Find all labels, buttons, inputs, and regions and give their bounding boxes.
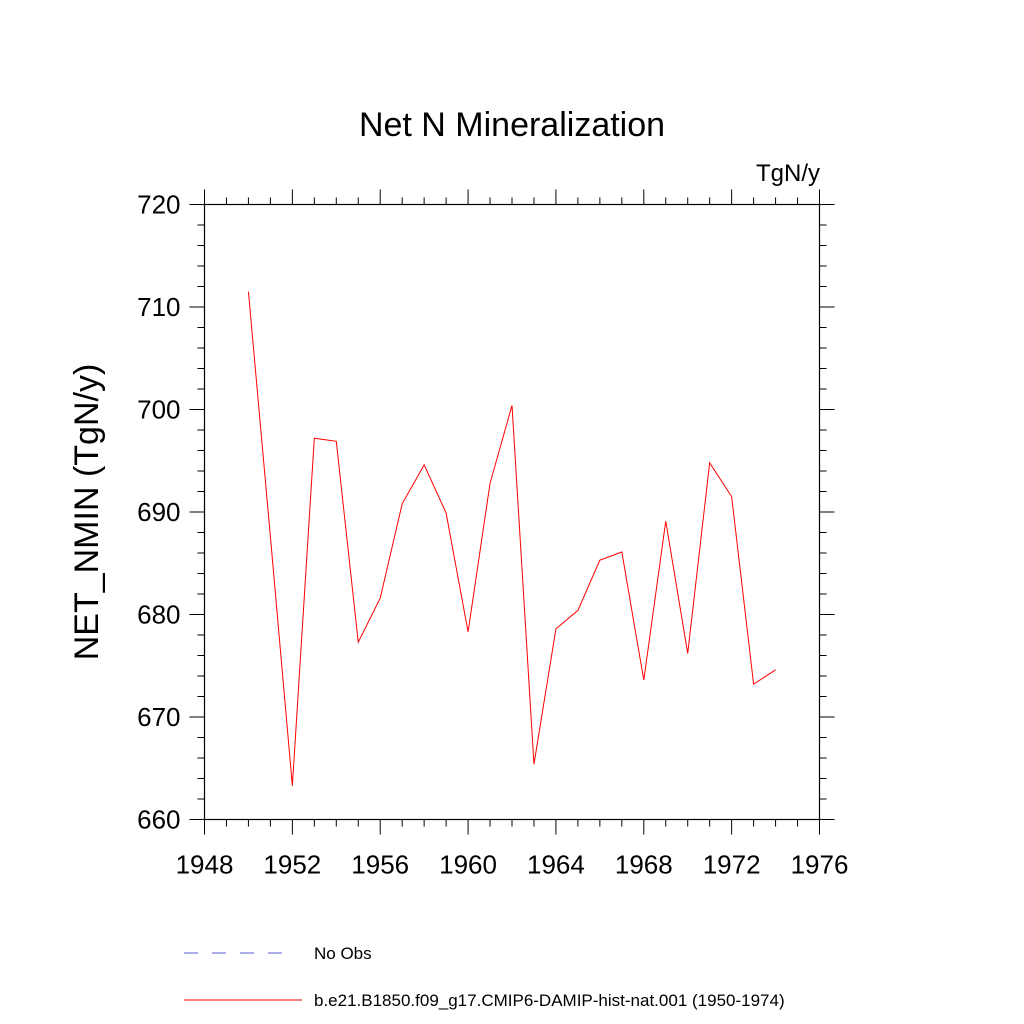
series-line-1 [247,291,776,786]
series-lines [247,291,776,786]
plot-frame [203,203,821,821]
x-tick-label: 1964 [527,850,585,880]
axis-tick-labels: 1948 1952 1956 1960 1964 1968 1972 1976 660 670 68… [137,190,848,880]
legend: No Obs b.e21.B1850.f09_g17.CMIP6-DAMIP-h… [184,944,785,1010]
x-tick-label: 1976 [791,850,849,880]
legend-label-no-obs: No Obs [314,944,372,963]
y-tick-label: 720 [137,190,180,220]
y-tick-label: 660 [137,805,180,835]
y-tick-label: 670 [137,702,180,732]
x-tick-label: 1948 [176,850,234,880]
x-tick-label: 1952 [263,850,321,880]
y-tick-label: 710 [137,292,180,322]
legend-label-model: b.e21.B1850.f09_g17.CMIP6-DAMIP-hist-nat… [314,991,785,1010]
y-tick-label: 700 [137,395,180,425]
units-label: TgN/y [756,160,820,187]
x-tick-label: 1960 [439,850,497,880]
chart-title: Net N Mineralization [359,106,665,144]
y-axis-label: NET_NMIN (TgN/y) [68,364,106,661]
y-tick-label: 680 [137,600,180,630]
x-tick-label: 1968 [615,850,673,880]
y-tick-label: 690 [137,497,180,527]
x-tick-label: 1972 [703,850,761,880]
x-tick-label: 1956 [351,850,409,880]
axis-ticks [189,189,835,835]
